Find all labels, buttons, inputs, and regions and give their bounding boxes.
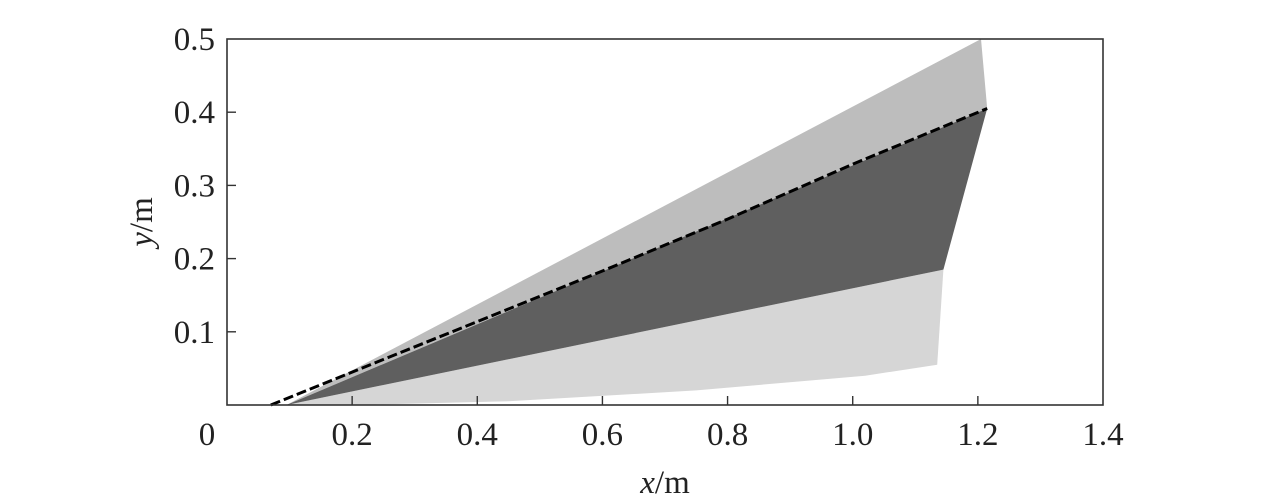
y-axis-var: y xyxy=(124,232,160,250)
x-axis-title: x/m xyxy=(639,465,690,498)
x-axis-unit: /m xyxy=(655,465,690,498)
y-axis-title: y/m xyxy=(124,197,160,250)
x-tick-label: 0.2 xyxy=(332,417,373,453)
y-ticks: 0.1 0.2 0.3 0.4 0.5 xyxy=(174,22,236,351)
plot-frame xyxy=(226,38,1104,406)
y-tick-label: 0.1 xyxy=(174,315,215,351)
x-tick-label: 0.4 xyxy=(457,417,498,453)
series-line-0 xyxy=(270,107,988,407)
x-tick-label: 1.0 xyxy=(832,417,873,453)
series-layer xyxy=(270,107,988,407)
x-tick-label: 0.6 xyxy=(582,417,623,453)
x-ticks: 0 0.2 0.4 0.6 0.8 1.0 1.2 1.4 xyxy=(199,396,1124,453)
x-tick-label: 1.2 xyxy=(957,417,998,453)
x-axis-var: x xyxy=(639,465,655,498)
region-light-upper xyxy=(286,39,988,405)
regions-layer xyxy=(286,39,988,405)
y-tick-label: 0.4 xyxy=(174,95,215,131)
y-tick-label: 0.5 xyxy=(174,22,215,58)
y-axis-unit: /m xyxy=(124,197,160,232)
x-tick-label: 0 xyxy=(199,417,216,453)
x-tick-label: 0.8 xyxy=(707,417,748,453)
x-tick-label: 1.4 xyxy=(1082,417,1123,453)
y-tick-label: 0.2 xyxy=(174,242,215,278)
region-light-lower xyxy=(286,269,944,405)
y-tick-label: 0.3 xyxy=(174,168,215,204)
